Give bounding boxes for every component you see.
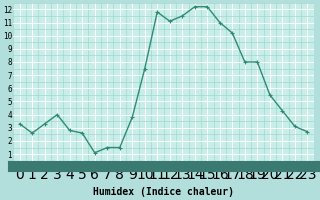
X-axis label: Humidex (Indice chaleur): Humidex (Indice chaleur) bbox=[93, 187, 234, 197]
